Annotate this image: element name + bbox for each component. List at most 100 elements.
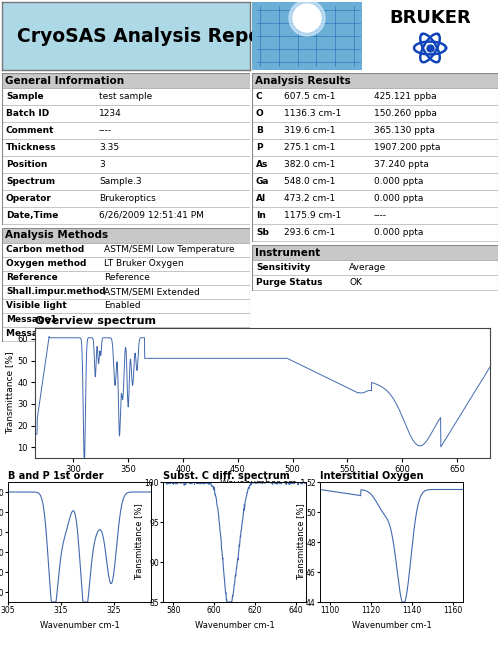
Text: Purge Status: Purge Status bbox=[256, 278, 322, 287]
Bar bbox=[252, 190, 498, 207]
Text: Analysis Results: Analysis Results bbox=[255, 75, 351, 85]
Bar bbox=[2, 122, 250, 139]
Text: O: O bbox=[256, 109, 264, 118]
Bar bbox=[2, 285, 250, 299]
Text: 0.000 ppta: 0.000 ppta bbox=[374, 228, 424, 237]
Text: P: P bbox=[256, 143, 262, 152]
Circle shape bbox=[289, 0, 325, 36]
Bar bbox=[2, 257, 250, 271]
X-axis label: Wavenumber cm-1: Wavenumber cm-1 bbox=[194, 621, 274, 630]
Text: Position: Position bbox=[6, 160, 48, 169]
Bar bbox=[252, 245, 498, 260]
Text: LT Bruker Oxygen: LT Bruker Oxygen bbox=[104, 260, 184, 268]
Text: C: C bbox=[256, 92, 262, 101]
Bar bbox=[2, 105, 250, 122]
Text: Brukeroptics: Brukeroptics bbox=[99, 194, 156, 203]
Bar bbox=[252, 260, 498, 275]
Text: 1175.9 cm-1: 1175.9 cm-1 bbox=[284, 211, 341, 220]
Text: 37.240 ppta: 37.240 ppta bbox=[374, 160, 429, 169]
Text: 3.35: 3.35 bbox=[99, 143, 119, 152]
Bar bbox=[252, 224, 498, 241]
Text: Message 2: Message 2 bbox=[6, 330, 60, 338]
Bar bbox=[2, 88, 250, 105]
Bar bbox=[2, 299, 250, 313]
Text: 0.000 ppta: 0.000 ppta bbox=[374, 177, 424, 186]
Text: 382.0 cm-1: 382.0 cm-1 bbox=[284, 160, 336, 169]
Text: Reference: Reference bbox=[104, 274, 150, 282]
Y-axis label: Transmittance [%]: Transmittance [%] bbox=[134, 503, 143, 580]
Text: Shall.impur.method: Shall.impur.method bbox=[6, 288, 105, 296]
Bar bbox=[252, 105, 498, 122]
Bar bbox=[252, 173, 498, 190]
Text: 1234: 1234 bbox=[99, 109, 122, 118]
Text: Thickness: Thickness bbox=[6, 143, 56, 152]
Bar bbox=[2, 271, 250, 285]
Text: Instrument: Instrument bbox=[255, 248, 320, 258]
Text: In: In bbox=[256, 211, 266, 220]
Circle shape bbox=[293, 4, 321, 32]
Text: Average: Average bbox=[349, 263, 386, 272]
Text: 293.6 cm-1: 293.6 cm-1 bbox=[284, 228, 336, 237]
Text: B and P 1st order: B and P 1st order bbox=[8, 472, 104, 482]
Text: Sample: Sample bbox=[6, 92, 44, 101]
Bar bbox=[252, 207, 498, 224]
Bar bbox=[252, 275, 498, 290]
Text: 319.6 cm-1: 319.6 cm-1 bbox=[284, 126, 336, 135]
Text: 607.5 cm-1: 607.5 cm-1 bbox=[284, 92, 336, 101]
Bar bbox=[2, 173, 250, 190]
Bar bbox=[2, 156, 250, 173]
Text: Oxygen method: Oxygen method bbox=[6, 260, 86, 268]
X-axis label: Wavenumber cm-1: Wavenumber cm-1 bbox=[352, 621, 432, 630]
Text: ;: ; bbox=[104, 330, 107, 338]
Text: B: B bbox=[256, 126, 263, 135]
Text: Subst. C diff. spectrum: Subst. C diff. spectrum bbox=[163, 472, 290, 482]
Text: 548.0 cm-1: 548.0 cm-1 bbox=[284, 177, 336, 186]
Bar bbox=[2, 313, 250, 327]
Text: Message1: Message1 bbox=[6, 316, 57, 324]
Text: Interstitial Oxygen: Interstitial Oxygen bbox=[320, 472, 424, 482]
Text: 425.121 ppba: 425.121 ppba bbox=[374, 92, 436, 101]
Text: 3: 3 bbox=[99, 160, 105, 169]
Bar bbox=[2, 243, 250, 257]
Text: BRUKER: BRUKER bbox=[389, 9, 471, 27]
Text: Sb: Sb bbox=[256, 228, 269, 237]
Text: Operator: Operator bbox=[6, 194, 52, 203]
Text: Sensitivity: Sensitivity bbox=[256, 263, 310, 272]
Text: 365.130 ppta: 365.130 ppta bbox=[374, 126, 435, 135]
Bar bbox=[2, 73, 250, 88]
Text: Ga: Ga bbox=[256, 177, 270, 186]
Y-axis label: Transmittance [%]: Transmittance [%] bbox=[296, 503, 304, 580]
Text: Enabled: Enabled bbox=[104, 302, 141, 310]
Text: 275.1 cm-1: 275.1 cm-1 bbox=[284, 143, 336, 152]
Text: Date,Time: Date,Time bbox=[6, 211, 59, 220]
Bar bbox=[2, 190, 250, 207]
Text: Overview spectrum: Overview spectrum bbox=[35, 316, 156, 326]
X-axis label: Wavenumber cm-1: Wavenumber cm-1 bbox=[220, 480, 306, 488]
Bar bbox=[252, 156, 498, 173]
Text: Reference: Reference bbox=[6, 274, 58, 282]
Text: Analysis Methods: Analysis Methods bbox=[5, 230, 108, 240]
Text: 1136.3 cm-1: 1136.3 cm-1 bbox=[284, 109, 341, 118]
Bar bbox=[2, 327, 250, 341]
Text: Carbon method: Carbon method bbox=[6, 246, 84, 254]
X-axis label: Wavenumber cm-1: Wavenumber cm-1 bbox=[40, 621, 119, 630]
Text: ----: ---- bbox=[374, 211, 387, 220]
Text: General Information: General Information bbox=[5, 75, 124, 85]
Text: Batch ID: Batch ID bbox=[6, 109, 49, 118]
Y-axis label: Transmittance [%]: Transmittance [%] bbox=[6, 352, 15, 434]
Text: Sample.3: Sample.3 bbox=[99, 177, 142, 186]
Text: Spectrum: Spectrum bbox=[6, 177, 55, 186]
Bar bbox=[252, 88, 498, 105]
Bar bbox=[252, 2, 362, 70]
Text: Visible light: Visible light bbox=[6, 302, 67, 310]
Text: 6/26/2009 12:51:41 PM: 6/26/2009 12:51:41 PM bbox=[99, 211, 204, 220]
Bar bbox=[2, 207, 250, 224]
Bar bbox=[2, 139, 250, 156]
Text: ASTM/SEMI Low Temperature: ASTM/SEMI Low Temperature bbox=[104, 246, 234, 254]
Bar bbox=[252, 73, 498, 88]
Text: OK: OK bbox=[349, 278, 362, 287]
Text: Comment: Comment bbox=[6, 126, 54, 135]
Text: ----: ---- bbox=[99, 126, 112, 135]
Text: 150.260 ppba: 150.260 ppba bbox=[374, 109, 437, 118]
Text: test sample: test sample bbox=[99, 92, 152, 101]
